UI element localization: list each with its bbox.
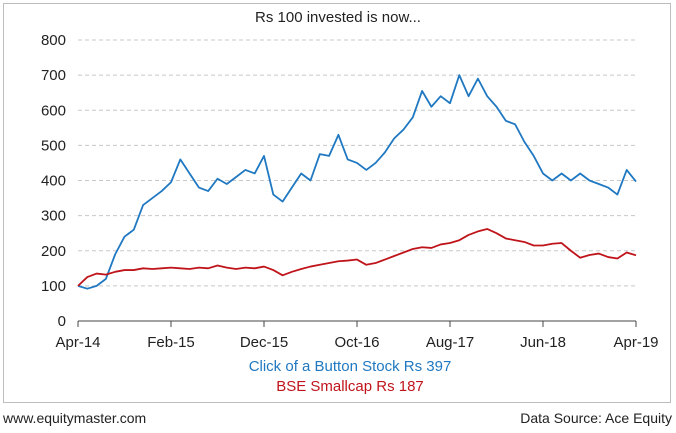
chart-title: Rs 100 invested is now... [255, 9, 421, 26]
footer-data-source: Data Source: Ace Equity [520, 410, 672, 426]
y-tick-label: 400 [41, 173, 66, 190]
legend-entry-stock: Click of a Button Stock Rs 397 [248, 358, 452, 375]
x-tick-label: Dec-15 [240, 334, 288, 351]
x-tick-label: Feb-15 [147, 334, 195, 351]
y-tick-label: 700 [41, 67, 66, 84]
y-tick-label: 600 [41, 102, 66, 119]
y-tick-label: 300 [41, 208, 66, 225]
legend-entry-smallcap: BSE Smallcap Rs 187 [276, 378, 424, 395]
footer-source-site: www.equitymaster.com [3, 410, 147, 426]
x-tick-label: Apr-19 [613, 334, 658, 351]
y-tick-label: 200 [41, 243, 66, 260]
series-lines [77, 74, 637, 290]
x-tick-label: Oct-16 [334, 334, 379, 351]
y-tick-label: 500 [41, 137, 66, 154]
x-axis-ticks: Apr-14 Feb-15 Dec-15 Oct-16 Aug-17 Jun-18 Apr-… [55, 321, 659, 351]
x-tick-label: Apr-14 [55, 334, 100, 351]
x-tick-label: Aug-17 [426, 334, 474, 351]
y-tick-label: 0 [58, 313, 66, 330]
y-axis-ticks: 0 100 200 300 400 500 600 700 800 [41, 32, 66, 330]
chart-frame [3, 3, 671, 403]
series-line-1 [77, 228, 637, 287]
gridlines [78, 39, 636, 287]
y-tick-label: 100 [41, 278, 66, 295]
y-tick-label: 800 [41, 32, 66, 49]
series-line-0 [77, 74, 637, 290]
x-tick-label: Jun-18 [520, 334, 566, 351]
